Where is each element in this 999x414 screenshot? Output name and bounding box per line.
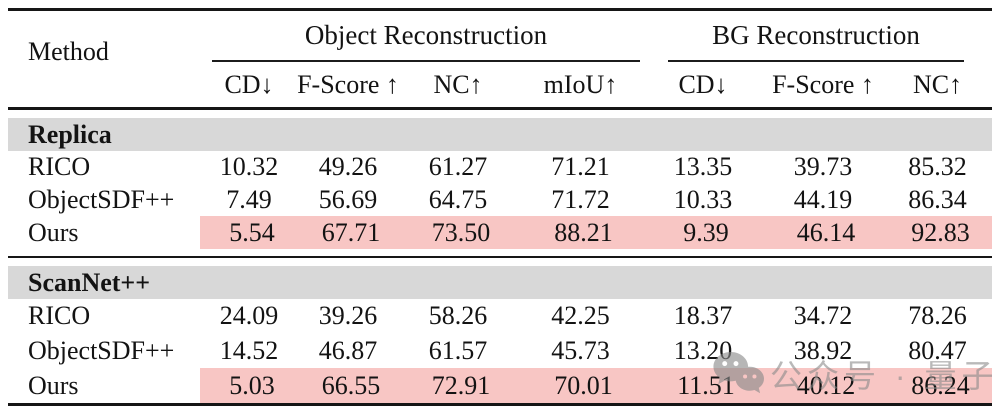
metric-header-bg-cd: CD↓ [678,69,728,99]
method-name: ObjectSDF++ [28,335,175,365]
value-cell: 7.49 [226,184,272,214]
value-cell: 39.26 [318,301,378,330]
group-header-label: Object Reconstruction [304,20,548,50]
metric-header-nc: NC↑ [433,69,483,99]
table-row: RICO 24.09 39.26 58.26 42.25 18.37 34.72… [8,299,992,333]
method-column-header: Method [28,37,109,66]
table-bottom-rule [8,403,992,406]
table-row-highlighted: Ours 5.03 66.55 72.91 70.01 11.51 40.12 … [8,368,992,403]
value-cell: 14.52 [219,335,279,365]
value-cell-highlighted: 9.39 [643,216,763,249]
method-name: RICO [28,152,91,181]
metric-header-bg-fscore: F-Score ↑ [772,69,874,99]
table-row-highlighted: Ours 5.54 67.71 73.50 88.21 9.39 46.14 9… [8,216,992,249]
value-cell-highlighted: 86.24 [883,368,992,403]
table-top-rule [8,8,992,11]
value-cell-highlighted: 88.21 [518,216,643,249]
value-cell: 71.72 [551,184,610,214]
value-cell-highlighted: 40.12 [763,368,883,403]
value-cell: 42.25 [551,301,610,330]
value-cell: 34.72 [793,301,853,330]
value-cell: 46.87 [318,335,378,365]
table-row: ObjectSDF++ 14.52 46.87 61.57 45.73 13.2… [8,333,992,368]
value-cell: 13.20 [673,335,733,365]
section-header-replica: Replica [8,118,992,151]
value-cell: 10.32 [219,152,279,181]
metric-header-miou: mIoU↑ [543,69,618,99]
value-cell: 38.92 [793,335,853,365]
value-cell: 61.27 [428,152,488,181]
value-cell-highlighted: 11.51 [643,368,763,403]
value-cell-highlighted: 46.14 [763,216,883,249]
method-name: Ours [28,370,79,400]
section-divider-rule [8,256,992,258]
value-cell: 58.26 [428,301,488,330]
value-cell: 10.33 [673,184,733,214]
group-header-label: BG Reconstruction [712,20,920,50]
empty-header-cell [8,62,200,107]
table-header: Method Object Reconstruction BG Reconstr… [8,11,992,107]
value-cell: 18.37 [673,301,733,330]
value-cell-highlighted: 5.03 [200,368,298,403]
value-cell: 13.35 [673,152,733,181]
method-name: RICO [28,301,91,330]
value-cell: 61.57 [428,335,488,365]
table-row: RICO 10.32 49.26 61.27 71.21 13.35 39.73… [8,151,992,183]
value-cell-highlighted: 67.71 [298,216,398,249]
value-cell: 86.34 [908,184,967,214]
section-header-scannet: ScanNet++ [8,266,992,299]
value-cell-highlighted: 66.55 [298,368,398,403]
value-cell-highlighted: 92.83 [883,216,992,249]
metric-header-cd: CD↓ [224,69,274,99]
table-row: ObjectSDF++ 7.49 56.69 64.75 71.72 10.33… [8,183,992,216]
value-cell: 39.73 [793,152,853,181]
value-cell: 85.32 [908,152,967,181]
method-name: ObjectSDF++ [28,184,175,214]
value-cell: 45.73 [551,335,610,365]
metric-header-fscore: F-Score ↑ [297,69,399,99]
value-cell-highlighted: 72.91 [398,368,518,403]
value-cell: 64.75 [428,184,488,214]
value-cell: 56.69 [318,184,378,214]
metric-header-bg-nc: NC↑ [912,69,963,99]
value-cell-highlighted: 70.01 [518,368,643,403]
spacer [8,249,992,256]
value-cell: 80.47 [908,335,967,365]
results-table: Method Object Reconstruction BG Reconstr… [8,8,992,406]
group-header-bg-reconstruction: BG Reconstruction [668,11,964,62]
header-bottom-rule [8,107,992,110]
method-name: Ours [28,217,79,247]
group-header-object-reconstruction: Object Reconstruction [212,11,640,62]
value-cell: 44.19 [793,184,853,214]
metric-header-row: CD↓ F-Score ↑ NC↑ mIoU↑ CD↓ F-Score ↑ NC… [8,62,992,107]
value-cell-highlighted: 5.54 [200,216,298,249]
value-cell-highlighted: 73.50 [398,216,518,249]
spacer [8,110,992,118]
value-cell: 71.21 [551,152,610,181]
spacer [8,258,992,266]
value-cell: 78.26 [908,301,967,330]
value-cell: 49.26 [318,152,378,181]
value-cell: 24.09 [219,301,279,330]
